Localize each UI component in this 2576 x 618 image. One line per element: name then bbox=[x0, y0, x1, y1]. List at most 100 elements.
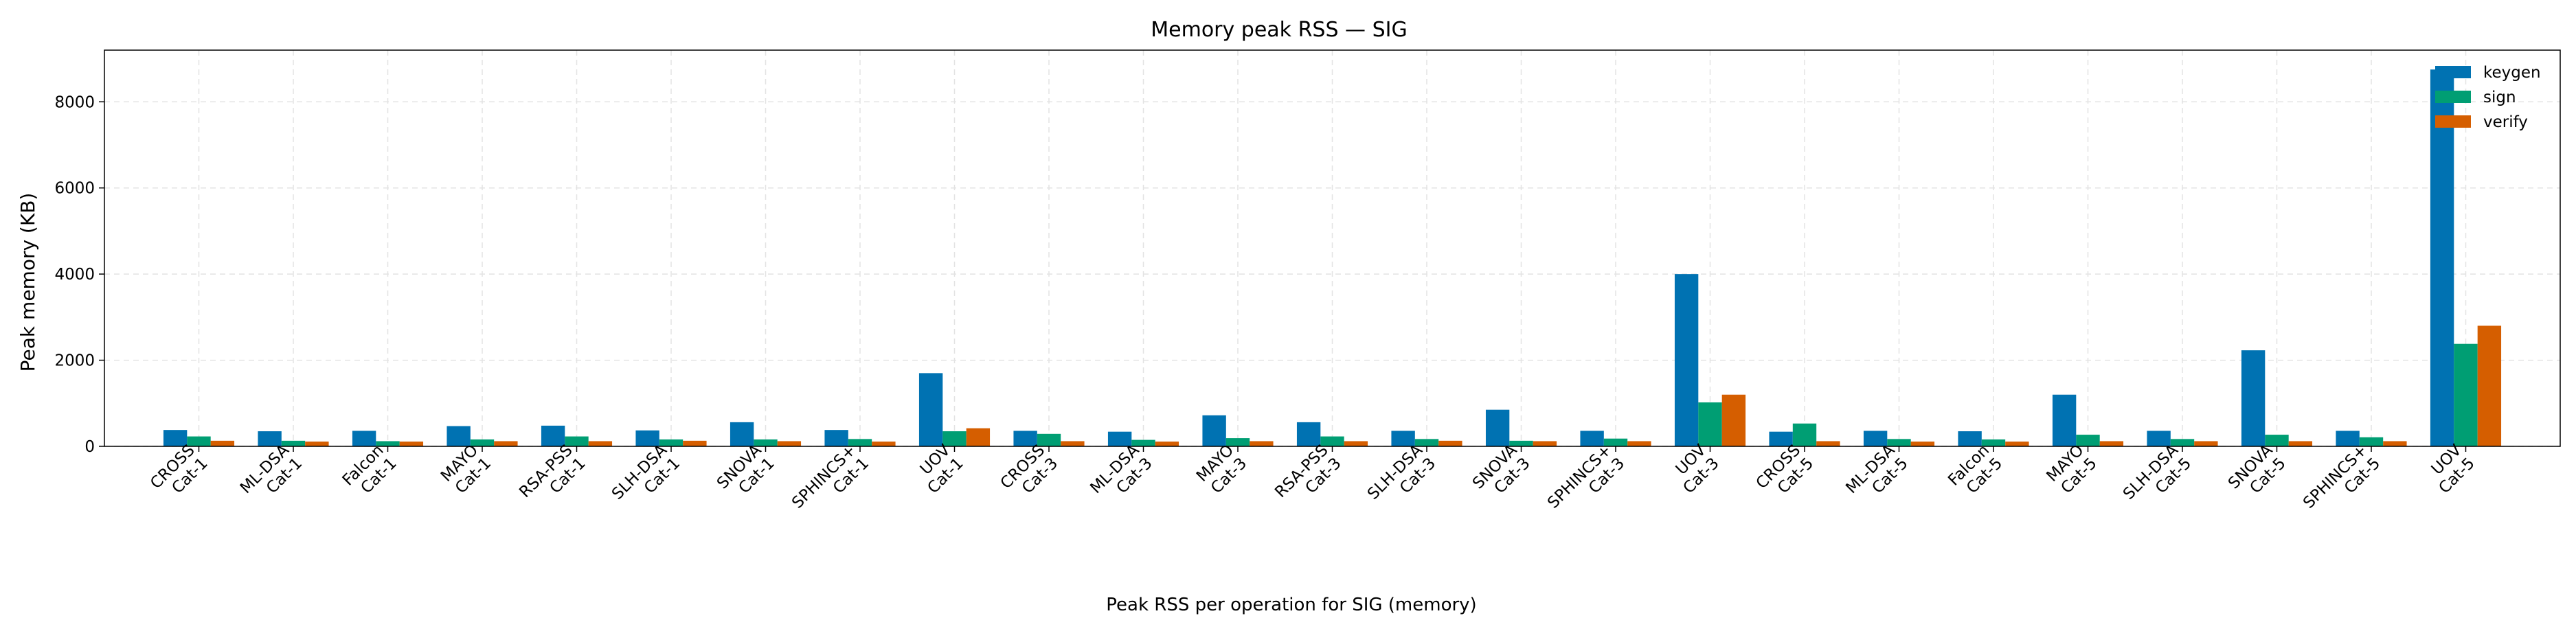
bar-verify bbox=[2288, 441, 2313, 446]
bar-verify bbox=[1816, 441, 1840, 446]
bar-keygen bbox=[1580, 431, 1604, 446]
bar-verify bbox=[2099, 441, 2124, 446]
bar-verify bbox=[210, 440, 235, 446]
bar-verify bbox=[399, 442, 424, 446]
bar-verify bbox=[1627, 441, 1651, 446]
bars bbox=[163, 69, 2502, 446]
bar-sign bbox=[2170, 439, 2195, 446]
bar-sign bbox=[1414, 439, 1439, 446]
bar-keygen bbox=[1391, 431, 1415, 446]
bar-keygen bbox=[1769, 431, 1793, 446]
bar-keygen bbox=[447, 426, 471, 446]
bar-keygen bbox=[163, 430, 188, 446]
legend-swatch-verify bbox=[2435, 115, 2471, 128]
bar-sign bbox=[1792, 423, 1817, 446]
bar-sign bbox=[2359, 437, 2384, 446]
bar-sign bbox=[1509, 440, 1533, 446]
bar-verify bbox=[1910, 442, 1935, 446]
bar-keygen bbox=[1013, 431, 1037, 446]
bar-sign bbox=[942, 431, 967, 446]
bar-verify bbox=[1344, 441, 1368, 446]
bar-sign bbox=[659, 439, 683, 446]
bar-keygen bbox=[1202, 415, 1226, 446]
bar-sign bbox=[1698, 402, 1722, 446]
bar-sign bbox=[2454, 343, 2478, 446]
x-tick-label: SPHINCS+Cat-3 bbox=[1544, 442, 1628, 512]
bar-verify bbox=[872, 442, 896, 446]
x-tick-label: SPHINCS+Cat-5 bbox=[2300, 442, 2384, 512]
bar-keygen bbox=[1107, 431, 1132, 446]
bar-verify bbox=[2477, 325, 2502, 446]
bar-keygen bbox=[824, 430, 848, 446]
y-axis-label: Peak memory (KB) bbox=[16, 193, 39, 372]
y-tick-label: 8000 bbox=[54, 93, 95, 111]
bar-keygen bbox=[2241, 350, 2266, 446]
bar-keygen bbox=[1863, 431, 1888, 446]
bar-keygen bbox=[2430, 69, 2454, 446]
bar-sign bbox=[1981, 439, 2006, 446]
y-tick-label: 0 bbox=[84, 438, 95, 456]
y-axis: 0 2000 4000 6000 8000 bbox=[54, 93, 104, 456]
legend-label-verify: verify bbox=[2483, 113, 2528, 131]
bar-keygen bbox=[1296, 422, 1321, 446]
bar-sign bbox=[1603, 438, 1628, 446]
bar-sign bbox=[1131, 439, 1155, 446]
bar-sign bbox=[470, 439, 495, 446]
legend-label-keygen: keygen bbox=[2483, 64, 2541, 82]
bar-keygen bbox=[635, 430, 659, 446]
bar-verify bbox=[305, 442, 329, 446]
bar-sign bbox=[187, 436, 211, 446]
y-tick-label: 6000 bbox=[54, 180, 95, 198]
bar-verify bbox=[1721, 394, 1746, 446]
x-axis-label: Peak RSS per operation for SIG (memory) bbox=[1106, 595, 1476, 615]
legend-swatch-keygen bbox=[2435, 66, 2471, 78]
bar-verify bbox=[2194, 441, 2218, 446]
bar-verify bbox=[1250, 441, 1274, 446]
y-tick-label: 2000 bbox=[54, 352, 95, 370]
bar-verify bbox=[1061, 441, 1085, 446]
bar-sign bbox=[281, 440, 306, 446]
bar-verify bbox=[1155, 442, 1179, 446]
bar-keygen bbox=[2147, 431, 2171, 446]
bar-keygen bbox=[541, 425, 565, 446]
bar-verify bbox=[777, 441, 802, 446]
bar-sign bbox=[848, 439, 872, 446]
bar-keygen bbox=[258, 431, 282, 446]
legend-label-sign: sign bbox=[2483, 89, 2516, 106]
bar-sign bbox=[2265, 435, 2289, 446]
bar-keygen bbox=[1958, 431, 1982, 446]
bar-sign bbox=[2076, 435, 2100, 446]
bar-keygen bbox=[2336, 431, 2360, 446]
legend: keygen sign verify bbox=[2435, 64, 2541, 131]
bar-sign bbox=[376, 441, 400, 446]
bar-keygen bbox=[918, 373, 943, 446]
bar-verify bbox=[1438, 440, 1462, 446]
bar-sign bbox=[565, 436, 589, 446]
bar-sign bbox=[1225, 438, 1250, 446]
bar-verify bbox=[2383, 441, 2407, 446]
grid bbox=[104, 50, 2560, 447]
bar-keygen bbox=[352, 431, 376, 446]
x-tick-label: SPHINCS+Cat-1 bbox=[789, 442, 872, 512]
